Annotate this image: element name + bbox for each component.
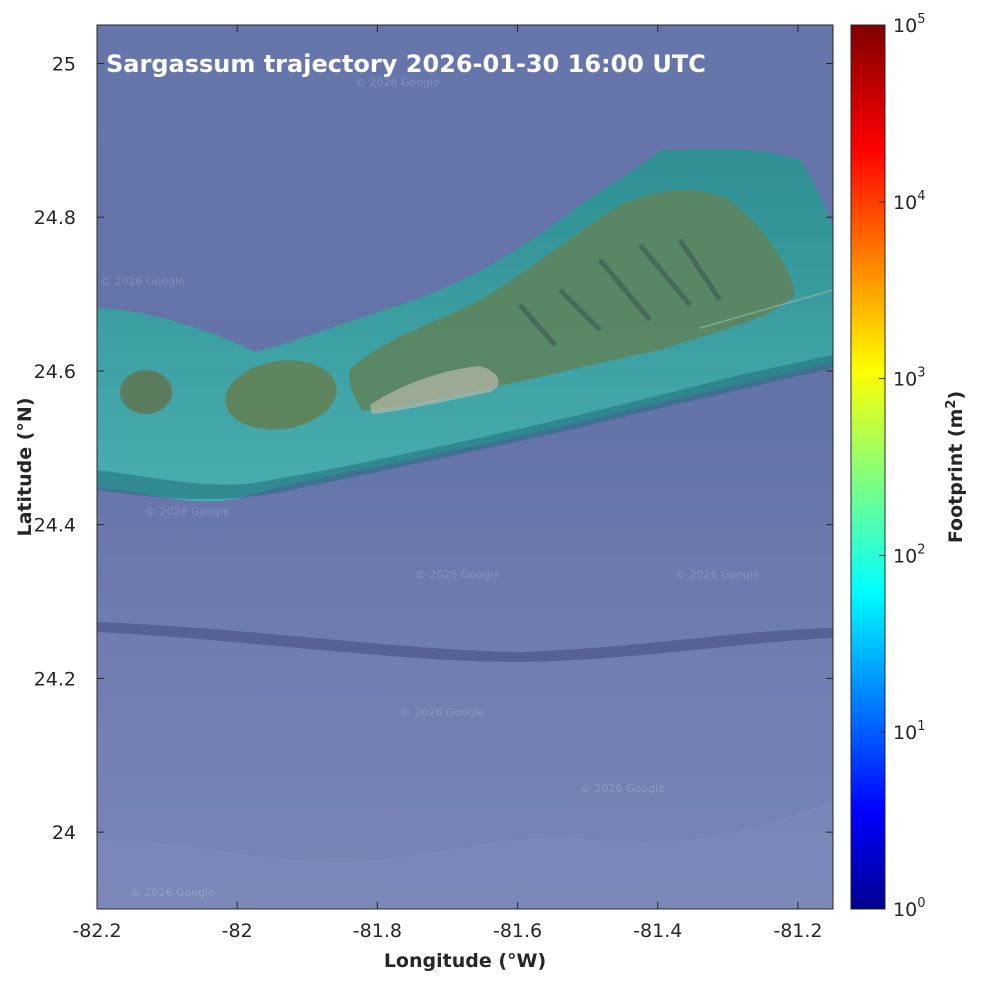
- colorbar-label: Footprint (m2): [944, 391, 968, 543]
- y-axis-ticks: 24 24.2 24.4 24.6 24.8 25: [34, 53, 833, 844]
- colorbar-tick-label: 103: [893, 366, 925, 391]
- y-tick-label: 24.2: [34, 668, 76, 690]
- y-tick-label: 24.8: [34, 207, 76, 229]
- watermark-text: © 2026 Google: [355, 76, 440, 89]
- x-tick-label: -81.8: [353, 920, 402, 942]
- colorbar-label-superscript: 2: [944, 400, 959, 409]
- colorbar-tick-label: 100: [893, 896, 925, 921]
- key-west-urban: [370, 366, 499, 414]
- watermark-text: © 2026 Google: [400, 706, 485, 719]
- colorbar-tick-label: 104: [893, 189, 925, 214]
- island-middle: [225, 360, 337, 430]
- map-axes: © 2026 Google © 2026 Google © 2026 Googl…: [14, 24, 834, 972]
- x-tick-label: -81.4: [633, 920, 682, 942]
- seafloor-relief: [97, 800, 833, 909]
- island-west: [120, 370, 172, 414]
- bridge-line: [699, 289, 833, 329]
- colorbar-tick-label: 105: [893, 12, 925, 37]
- y-tick-label: 24.6: [34, 361, 76, 383]
- watermark-text: © 2026 Google: [580, 782, 665, 795]
- axes-frame: [96, 24, 834, 910]
- colorbar-frame: [850, 24, 886, 910]
- y-tick-label: 25: [52, 53, 76, 75]
- y-tick-label: 24: [52, 822, 76, 844]
- watermark-text: © 2026 Google: [145, 505, 230, 518]
- colorbar-gradient: [851, 25, 885, 909]
- x-tick-label: -81.6: [493, 920, 542, 942]
- watermark-text: © 2026 Google: [415, 568, 500, 581]
- y-tick-label: 24.4: [34, 515, 76, 537]
- tidal-channels: [518, 238, 723, 347]
- x-axis-ticks: -82.2 -82 -81.8 -81.6 -81.4 -81.2: [72, 25, 823, 942]
- x-tick-label: -82: [222, 920, 253, 942]
- y-axis-label: Latitude (°N): [14, 397, 36, 536]
- colorbar-ticks: 100 101 102 103 104 105: [879, 12, 925, 921]
- map-title: Sargassum trajectory 2026-01-30 16:00 UT…: [106, 50, 706, 78]
- watermark-text: © 2026 Google: [130, 886, 215, 899]
- x-tick-label: -81.2: [773, 920, 822, 942]
- colorbar-tick-label: 102: [893, 542, 925, 567]
- watermark-text: © 2026 Google: [675, 568, 760, 581]
- colorbar: 100 101 102 103 104 105 Footprint (m2): [850, 12, 968, 921]
- x-tick-label: -82.2: [72, 920, 121, 942]
- x-axis-label: Longitude (°W): [384, 950, 546, 972]
- seafloor-ridge: [97, 622, 833, 662]
- reef-edge: [97, 355, 833, 500]
- watermark-text: © 2026 Google: [100, 275, 185, 288]
- watermarks: © 2026 Google © 2026 Google © 2026 Googl…: [100, 76, 760, 899]
- colorbar-tick-label: 101: [893, 719, 925, 744]
